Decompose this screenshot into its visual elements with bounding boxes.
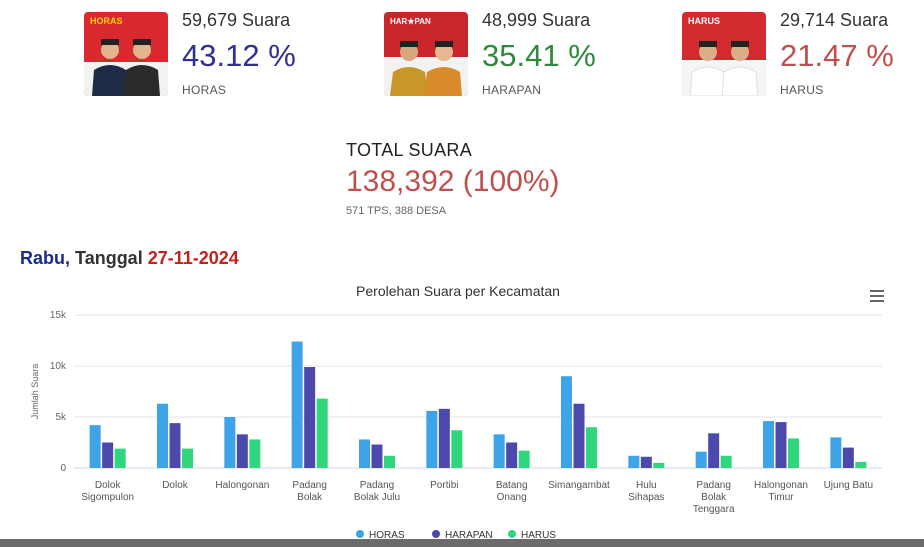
bar-harus (451, 430, 463, 468)
bar-horas (359, 439, 370, 468)
bar-harapan (304, 367, 316, 468)
bar-harapan (573, 403, 585, 468)
bar-harapan (236, 434, 248, 468)
y-axis-label: Jumlah Suara (30, 364, 40, 420)
bar-harapan (775, 422, 787, 468)
bar-horas (291, 341, 303, 468)
bar-harus (249, 439, 261, 468)
x-tick-label: Dolok Sigompulon (81, 480, 134, 503)
bar-harapan (842, 447, 854, 468)
candidate-photo-horas: HORAS (84, 12, 168, 96)
date-day: Rabu, (20, 248, 71, 268)
x-tick-label: Dolok (162, 480, 189, 491)
bar-harapan (371, 444, 383, 468)
total-value: 138,392 (100%) (346, 165, 560, 198)
candidate-name-harus: HARUS (780, 83, 824, 97)
x-tick-label: Padang Bolak Julu (354, 480, 400, 503)
legend-label-harapan: HARAPAN (445, 530, 493, 541)
bar-horas (224, 417, 236, 468)
legend-label-harus: HARUS (521, 530, 556, 541)
bar-horas (695, 451, 707, 468)
bar-horas (89, 425, 101, 468)
bar-harus (114, 448, 126, 468)
total-subtext: 571 TPS, 388 DESA (346, 205, 447, 217)
bottom-scrollbar[interactable] (0, 539, 924, 547)
candidate-percent-harus: 21.47 % (780, 38, 894, 73)
bar-horas (628, 455, 640, 468)
candidate-photo-harapan: HAR★PAN (384, 12, 468, 96)
x-tick-label: Padang Bolak Tenggara (693, 480, 735, 515)
x-tick-label: Ujung Batu (824, 480, 873, 491)
y-tick-label: 10k (50, 361, 67, 372)
candidate-votes-harus: 29,714 Suara (780, 10, 889, 30)
date-line: Rabu, Tanggal 27-11-2024 (20, 248, 239, 269)
bar-horas (157, 403, 168, 468)
legend-label-horas: HORAS (369, 530, 405, 541)
bar-harus (384, 455, 395, 468)
candidate-name-harapan: HARAPAN (482, 83, 542, 97)
bar-harus (855, 461, 867, 468)
legend-marker-horas (356, 530, 364, 538)
bar-harapan (708, 433, 720, 468)
bar-harus (182, 448, 193, 468)
x-tick-label: Padang Bolak (292, 480, 326, 503)
x-tick-label: Hulu Sihapas (628, 480, 664, 503)
chart-title: Perolehan Suara per Kecamatan (356, 283, 560, 299)
legend-marker-harus (508, 530, 516, 538)
bar-harus (720, 455, 732, 468)
bar-harapan (102, 442, 114, 468)
svg-text:HAR★PAN: HAR★PAN (390, 17, 431, 26)
x-tick-label: Batang Onang (496, 480, 528, 503)
x-tick-label: Halongonan (215, 480, 269, 491)
bar-harapan (169, 423, 181, 468)
bar-horas (561, 376, 572, 468)
y-tick-label: 5k (55, 412, 67, 423)
bar-horas (830, 437, 842, 468)
bar-harapan (506, 442, 518, 468)
x-tick-label: Portibi (430, 480, 458, 491)
bar-harapan (640, 456, 652, 468)
total-votes-panel: TOTAL SUARA 138,392 (100%) 571 TPS, 388 … (346, 140, 560, 217)
candidate-photo-harus: HARUS (682, 12, 766, 96)
candidate-votes-horas: 59,679 Suara (182, 10, 291, 30)
bar-horas (426, 410, 438, 468)
x-tick-label: Halongonan Timur (754, 480, 808, 503)
bar-harapan (438, 408, 450, 468)
bar-horas (763, 421, 774, 468)
date-label: Tanggal (75, 248, 143, 268)
chart-menu-icon[interactable] (870, 290, 884, 302)
candidate-votes-harapan: 48,999 Suara (482, 10, 591, 30)
y-tick-label: 0 (60, 463, 66, 474)
vote-chart: Perolehan Suara per Kecamatan 0 5k 10k 15k Ju… (30, 283, 882, 541)
svg-text:HORAS: HORAS (90, 16, 123, 26)
total-label: TOTAL SUARA (346, 140, 472, 160)
candidate-percent-harapan: 35.41 % (482, 38, 596, 73)
y-tick-label: 15k (50, 310, 67, 321)
bar-harus (518, 450, 530, 468)
x-tick-label: Simangambat (548, 480, 610, 491)
bar-horas (493, 434, 505, 468)
date-value: 27-11-2024 (147, 248, 239, 268)
svg-text:HARUS: HARUS (688, 16, 720, 26)
candidate-percent-horas: 43.12 % (182, 38, 296, 73)
candidate-name-horas: HORAS (182, 83, 227, 97)
bar-harus (316, 398, 328, 468)
bar-harus (653, 462, 665, 468)
bar-harus (586, 427, 597, 468)
bar-harus (788, 438, 799, 468)
legend-marker-harapan (432, 530, 440, 538)
